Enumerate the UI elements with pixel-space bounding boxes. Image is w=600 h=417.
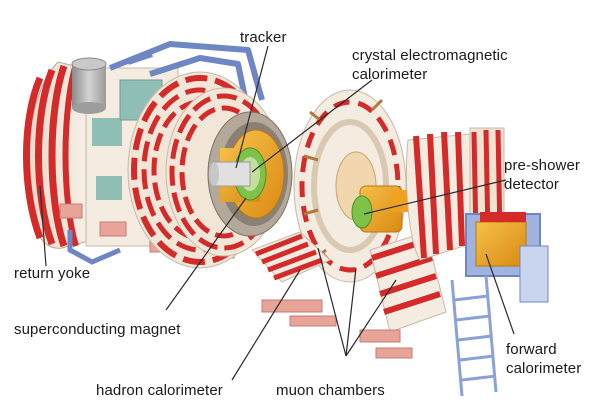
preshower-leader	[363, 179, 507, 215]
leader-lines	[39, 45, 515, 381]
muon-leader-2	[345, 267, 357, 357]
label-pre-shower-detector: pre-shower detector	[504, 157, 581, 193]
blue-support-frame	[108, 41, 265, 113]
hcal-leader	[231, 269, 301, 381]
forward-calorimeter-assembly	[465, 212, 549, 303]
label-return-yoke: return yoke	[14, 265, 91, 282]
forward-leader	[485, 253, 515, 335]
return-yoke-leader	[39, 185, 47, 267]
muon-leader-3	[345, 279, 397, 357]
cryostat-tank	[71, 57, 107, 114]
label-hadron-calorimeter: hadron calorimeter	[96, 382, 223, 399]
center-support-feet	[261, 299, 413, 359]
muon-endcap-wheel	[293, 89, 407, 283]
label-superconducting-magnet: superconducting magnet	[14, 321, 181, 338]
magnet-leader	[165, 197, 247, 311]
label-crystal-electromagnetic-calorimeter: crystal electromagnetic calorimeter	[352, 47, 508, 83]
muon-leader-1	[317, 247, 347, 357]
tracker-leader	[235, 45, 269, 169]
label-tracker: tracker	[240, 29, 287, 46]
tracker-core	[209, 161, 251, 187]
label-muon-chambers: muon chambers	[276, 382, 385, 399]
label-forward-calorimeter: forward calorimeter	[506, 341, 582, 377]
service-ladder	[450, 275, 498, 397]
ecal-leader	[251, 79, 373, 173]
